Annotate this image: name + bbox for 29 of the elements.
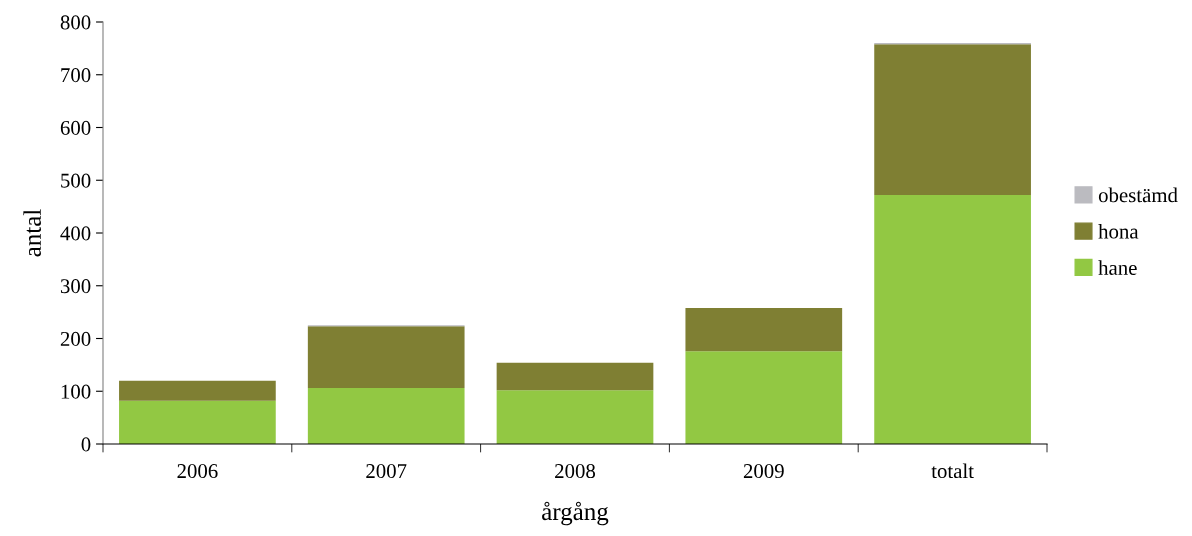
x-tick-label: totalt (931, 463, 974, 479)
bar (307, 326, 465, 389)
y-tick-label: 100 (61, 384, 91, 399)
y-tick-label: 200 (60, 331, 91, 346)
y-tick-label: 300 (60, 279, 91, 294)
bar (496, 390, 654, 444)
y-tick-label: 400 (60, 226, 91, 241)
y-tick-label: 600 (60, 120, 91, 135)
x-tick-label: 2008 (555, 464, 596, 479)
bar (685, 307, 843, 352)
bar (874, 195, 1031, 444)
bar (307, 388, 465, 444)
x-tick-label: 2009 (743, 464, 784, 479)
y-tick-label: 700 (61, 68, 91, 83)
x-axis-title: årgång (542, 501, 609, 526)
y-axis-title: antal (23, 209, 41, 257)
bar (119, 400, 276, 444)
y-tick-label: 800 (60, 15, 91, 30)
y-tick-label: 0 (81, 437, 91, 452)
legend-label: hane (1098, 260, 1137, 275)
bar (685, 351, 843, 444)
y-tick-label: 500 (61, 173, 91, 188)
legend-label: obestämd (1098, 187, 1178, 203)
x-tick-label: 2006 (177, 464, 218, 479)
legend-label: hona (1098, 223, 1139, 239)
bar (119, 380, 276, 401)
bar (874, 44, 1031, 196)
x-tick-label: 2007 (366, 464, 407, 479)
bar (496, 362, 654, 391)
